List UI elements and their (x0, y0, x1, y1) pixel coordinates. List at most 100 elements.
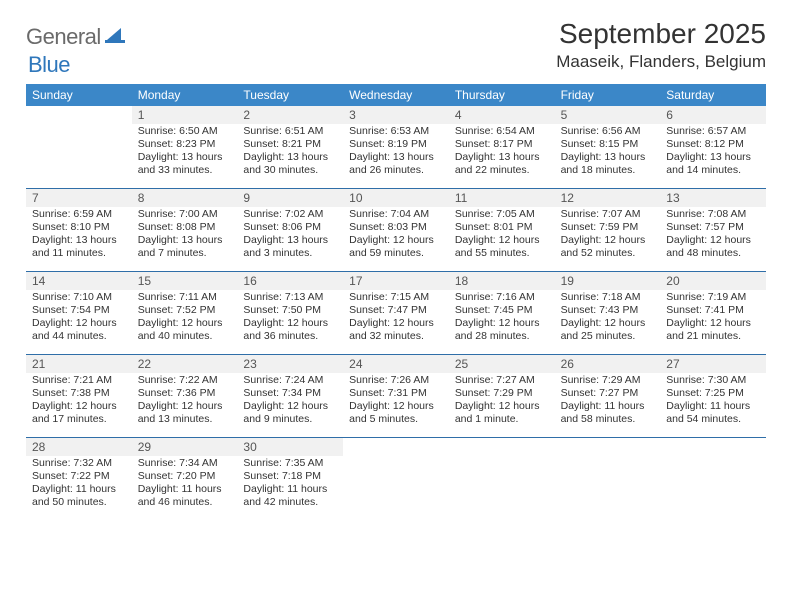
sunrise-text: Sunrise: 7:04 AM (349, 208, 443, 221)
daylight-text: Daylight: 13 hours and 30 minutes. (243, 151, 337, 177)
title-block: September 2025 Maaseik, Flanders, Belgiu… (556, 18, 766, 72)
daylight-text: Daylight: 13 hours and 33 minutes. (138, 151, 232, 177)
day-cell-9: 9Sunrise: 7:02 AMSunset: 8:06 PMDaylight… (237, 189, 343, 271)
day-cell-empty: . (555, 438, 661, 520)
day-number: 15 (132, 272, 238, 290)
weeks-container: .1Sunrise: 6:50 AMSunset: 8:23 PMDayligh… (26, 106, 766, 520)
day-number: 7 (26, 189, 132, 207)
day-number: 16 (237, 272, 343, 290)
daylight-text: Daylight: 12 hours and 40 minutes. (138, 317, 232, 343)
sunrise-text: Sunrise: 7:08 AM (666, 208, 760, 221)
day-number: 11 (449, 189, 555, 207)
sunrise-text: Sunrise: 7:15 AM (349, 291, 443, 304)
day-cell-empty: . (26, 106, 132, 188)
daylight-text: Daylight: 11 hours and 50 minutes. (32, 483, 126, 509)
month-title: September 2025 (556, 18, 766, 50)
day-number: 4 (449, 106, 555, 124)
day-cell-13: 13Sunrise: 7:08 AMSunset: 7:57 PMDayligh… (660, 189, 766, 271)
sunrise-text: Sunrise: 7:10 AM (32, 291, 126, 304)
day-number: 26 (555, 355, 661, 373)
sunset-text: Sunset: 7:50 PM (243, 304, 337, 317)
day-number: 29 (132, 438, 238, 456)
sunset-text: Sunset: 8:01 PM (455, 221, 549, 234)
sunrise-text: Sunrise: 7:29 AM (561, 374, 655, 387)
sunset-text: Sunset: 8:08 PM (138, 221, 232, 234)
day-cell-17: 17Sunrise: 7:15 AMSunset: 7:47 PMDayligh… (343, 272, 449, 354)
sunset-text: Sunset: 8:15 PM (561, 138, 655, 151)
daylight-text: Daylight: 13 hours and 14 minutes. (666, 151, 760, 177)
day-number: 28 (26, 438, 132, 456)
day-cell-24: 24Sunrise: 7:26 AMSunset: 7:31 PMDayligh… (343, 355, 449, 437)
sunset-text: Sunset: 7:25 PM (666, 387, 760, 400)
day-cell-6: 6Sunrise: 6:57 AMSunset: 8:12 PMDaylight… (660, 106, 766, 188)
daylight-text: Daylight: 12 hours and 21 minutes. (666, 317, 760, 343)
sunset-text: Sunset: 7:29 PM (455, 387, 549, 400)
sunrise-text: Sunrise: 6:56 AM (561, 125, 655, 138)
sunrise-text: Sunrise: 7:22 AM (138, 374, 232, 387)
sunrise-text: Sunrise: 7:07 AM (561, 208, 655, 221)
sunrise-text: Sunrise: 7:16 AM (455, 291, 549, 304)
day-number: 23 (237, 355, 343, 373)
calendar: SundayMondayTuesdayWednesdayThursdayFrid… (26, 84, 766, 520)
day-of-week-tuesday: Tuesday (237, 84, 343, 106)
sunset-text: Sunset: 8:21 PM (243, 138, 337, 151)
daylight-text: Daylight: 12 hours and 13 minutes. (138, 400, 232, 426)
day-cell-5: 5Sunrise: 6:56 AMSunset: 8:15 PMDaylight… (555, 106, 661, 188)
day-number: 6 (660, 106, 766, 124)
sunrise-text: Sunrise: 7:05 AM (455, 208, 549, 221)
day-cell-27: 27Sunrise: 7:30 AMSunset: 7:25 PMDayligh… (660, 355, 766, 437)
day-number: 9 (237, 189, 343, 207)
day-cell-4: 4Sunrise: 6:54 AMSunset: 8:17 PMDaylight… (449, 106, 555, 188)
sunset-text: Sunset: 8:23 PM (138, 138, 232, 151)
day-cell-20: 20Sunrise: 7:19 AMSunset: 7:41 PMDayligh… (660, 272, 766, 354)
daylight-text: Daylight: 12 hours and 52 minutes. (561, 234, 655, 260)
sunset-text: Sunset: 8:10 PM (32, 221, 126, 234)
day-of-week-friday: Friday (555, 84, 661, 106)
sunrise-text: Sunrise: 7:24 AM (243, 374, 337, 387)
sunset-text: Sunset: 8:12 PM (666, 138, 760, 151)
sunrise-text: Sunrise: 7:02 AM (243, 208, 337, 221)
sunset-text: Sunset: 7:31 PM (349, 387, 443, 400)
sunrise-text: Sunrise: 6:59 AM (32, 208, 126, 221)
day-number: 25 (449, 355, 555, 373)
day-number: 14 (26, 272, 132, 290)
daylight-text: Daylight: 12 hours and 9 minutes. (243, 400, 337, 426)
day-of-week-wednesday: Wednesday (343, 84, 449, 106)
day-cell-26: 26Sunrise: 7:29 AMSunset: 7:27 PMDayligh… (555, 355, 661, 437)
sunrise-text: Sunrise: 7:00 AM (138, 208, 232, 221)
day-cell-18: 18Sunrise: 7:16 AMSunset: 7:45 PMDayligh… (449, 272, 555, 354)
day-number: 30 (237, 438, 343, 456)
day-cell-empty: . (449, 438, 555, 520)
sunrise-text: Sunrise: 7:21 AM (32, 374, 126, 387)
sunrise-text: Sunrise: 7:19 AM (666, 291, 760, 304)
daylight-text: Daylight: 12 hours and 36 minutes. (243, 317, 337, 343)
sunrise-text: Sunrise: 7:34 AM (138, 457, 232, 470)
sunset-text: Sunset: 7:20 PM (138, 470, 232, 483)
daylight-text: Daylight: 12 hours and 32 minutes. (349, 317, 443, 343)
day-cell-11: 11Sunrise: 7:05 AMSunset: 8:01 PMDayligh… (449, 189, 555, 271)
sunrise-text: Sunrise: 7:32 AM (32, 457, 126, 470)
day-number: 20 (660, 272, 766, 290)
sunset-text: Sunset: 7:27 PM (561, 387, 655, 400)
day-cell-8: 8Sunrise: 7:00 AMSunset: 8:08 PMDaylight… (132, 189, 238, 271)
sunset-text: Sunset: 8:06 PM (243, 221, 337, 234)
day-number: 12 (555, 189, 661, 207)
daylight-text: Daylight: 12 hours and 17 minutes. (32, 400, 126, 426)
day-cell-empty: . (660, 438, 766, 520)
day-cell-16: 16Sunrise: 7:13 AMSunset: 7:50 PMDayligh… (237, 272, 343, 354)
daylight-text: Daylight: 12 hours and 1 minute. (455, 400, 549, 426)
sunset-text: Sunset: 7:34 PM (243, 387, 337, 400)
daylight-text: Daylight: 11 hours and 42 minutes. (243, 483, 337, 509)
daylight-text: Daylight: 12 hours and 5 minutes. (349, 400, 443, 426)
sunset-text: Sunset: 8:19 PM (349, 138, 443, 151)
day-number: 27 (660, 355, 766, 373)
week-row: 21Sunrise: 7:21 AMSunset: 7:38 PMDayligh… (26, 355, 766, 438)
sunset-text: Sunset: 7:57 PM (666, 221, 760, 234)
day-number: 2 (237, 106, 343, 124)
sunrise-text: Sunrise: 6:51 AM (243, 125, 337, 138)
sunset-text: Sunset: 7:43 PM (561, 304, 655, 317)
daylight-text: Daylight: 13 hours and 26 minutes. (349, 151, 443, 177)
day-number: 3 (343, 106, 449, 124)
day-cell-12: 12Sunrise: 7:07 AMSunset: 7:59 PMDayligh… (555, 189, 661, 271)
day-number: 22 (132, 355, 238, 373)
